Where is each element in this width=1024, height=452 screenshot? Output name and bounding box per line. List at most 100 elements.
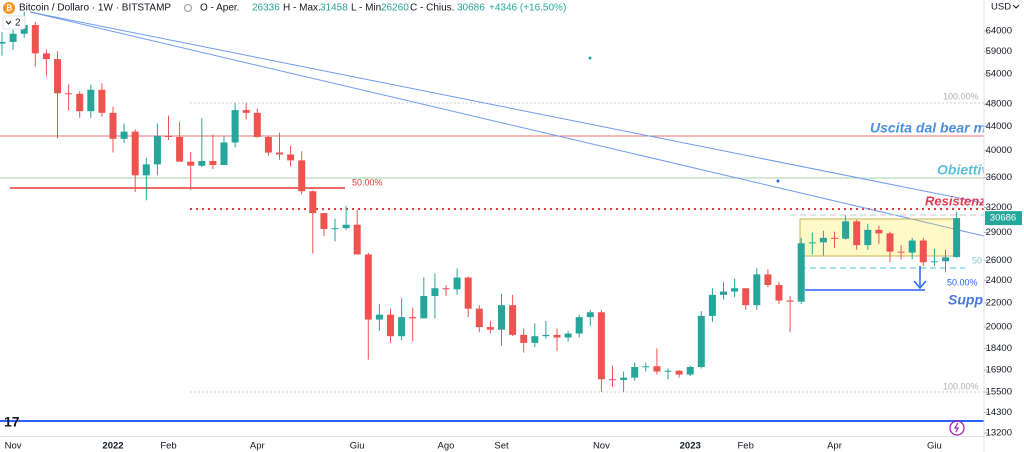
candle-body [0, 41, 6, 44]
currency[interactable]: USD [991, 2, 1011, 13]
candle-body [953, 218, 961, 258]
candle-body [775, 284, 783, 301]
candle-body [331, 228, 339, 230]
candle-body [165, 135, 172, 137]
ohlc-label: C - Chius. [410, 3, 454, 14]
y-tick-label: 18400 [986, 343, 1012, 354]
candle-body [875, 229, 883, 234]
ohlc-value: 30686 [457, 3, 485, 14]
candle-body [87, 89, 95, 112]
candle-body [109, 112, 117, 139]
y-tick-label: 26000 [986, 255, 1012, 266]
x-tick-label: 2023 [680, 441, 701, 452]
candle-body [231, 110, 239, 143]
y-tick-label: 29000 [986, 227, 1012, 238]
dot [588, 56, 592, 60]
y-tick-label: 32000 [986, 202, 1012, 213]
candle-body [831, 237, 838, 239]
candle-body [553, 334, 561, 338]
candle-body [309, 191, 317, 214]
candle-body [31, 25, 39, 54]
x-tick-label: Apr [827, 441, 842, 452]
y-tick-label: 54000 [986, 69, 1012, 80]
candle-body [919, 240, 927, 263]
candle-body [98, 89, 106, 113]
candle-body [586, 312, 594, 318]
fib-label: 50.00% [352, 177, 383, 187]
candle-body [620, 377, 628, 380]
y-tick-label: 14300 [986, 407, 1012, 418]
candle-body [509, 305, 517, 335]
x-tick-label: Ago [438, 441, 455, 452]
candle-body [897, 251, 905, 253]
candle-body [686, 367, 694, 375]
candle-body [209, 161, 217, 166]
candle-body [342, 224, 350, 229]
candle-body [531, 336, 539, 343]
candle-body [242, 110, 250, 113]
alert-icon-glyph [953, 422, 959, 433]
candle-body [409, 317, 417, 319]
candle-body [442, 288, 450, 290]
y-tick-label: 24000 [986, 275, 1012, 286]
candle-body [364, 254, 372, 320]
price-axis: 64000 59000 54000 48000 44000 40000 36000 32000… [984, 25, 1022, 438]
candle-body [575, 317, 583, 334]
fib-label: 50.00% [947, 277, 978, 287]
studies-toggle[interactable] [2, 15, 26, 30]
candle-body [653, 366, 661, 372]
last-price-box [985, 211, 1022, 226]
ohlc-label: H - Max. [283, 3, 321, 14]
symbol-title[interactable]: Bitcoin / Dollaro · 1W · BITSTAMP [19, 3, 171, 14]
annotation: Resistenz [925, 193, 986, 208]
candle-body [675, 370, 683, 375]
candle-body [264, 136, 272, 153]
candle-body [431, 288, 439, 296]
candle-body [597, 312, 605, 380]
y-tick-label: 59000 [986, 46, 1012, 57]
candle-body [475, 308, 483, 328]
alert-icon[interactable] [949, 420, 965, 436]
trend-line [29, 11, 984, 237]
candle-body [220, 142, 228, 166]
candle-body [287, 154, 295, 161]
y-tick-label: 36000 [986, 172, 1012, 183]
candle-body [808, 242, 816, 244]
ohlc-value: 26336 [252, 3, 280, 14]
x-tick-label: Giu [927, 441, 942, 452]
trend-line [29, 11, 984, 204]
y-tick-label: 15500 [986, 387, 1012, 398]
candle-body [853, 221, 861, 246]
candle-body [908, 240, 916, 253]
annotation: Suppo [948, 292, 992, 308]
y-tick-label: 40000 [986, 145, 1012, 156]
logo[interactable]: 17 [4, 414, 20, 430]
candle-body [720, 291, 727, 295]
fib-label: 100.00% [943, 381, 979, 391]
last-price-label: 30686 [990, 213, 1016, 224]
x-tick-label: Set [494, 441, 509, 452]
candle-body [864, 229, 872, 246]
candle-body [742, 288, 750, 306]
candle-body [187, 161, 195, 166]
candle-body [42, 53, 50, 60]
candle-body [708, 294, 716, 316]
candle-body [65, 93, 73, 95]
dot [776, 179, 780, 183]
ohlc-value: 31458 [320, 3, 348, 14]
study-count[interactable]: 2 [15, 18, 21, 29]
candle-body [520, 334, 528, 343]
time-axis: Nov 2022 Feb Apr Giu Ago Set Nov 2023 Feb Apr Giu [5, 441, 942, 452]
candle-body [131, 131, 139, 176]
candle-body [298, 160, 306, 192]
candle-body [609, 379, 616, 381]
x-tick-label: Feb [738, 441, 754, 452]
candle-body [153, 135, 161, 165]
candle-body [819, 237, 827, 243]
candle-body [753, 274, 761, 306]
x-tick-label: Nov [5, 441, 22, 452]
y-tick-label: 20000 [986, 322, 1012, 333]
dropdown-icon[interactable] [1012, 4, 1020, 9]
chevron[interactable] [5, 20, 12, 25]
